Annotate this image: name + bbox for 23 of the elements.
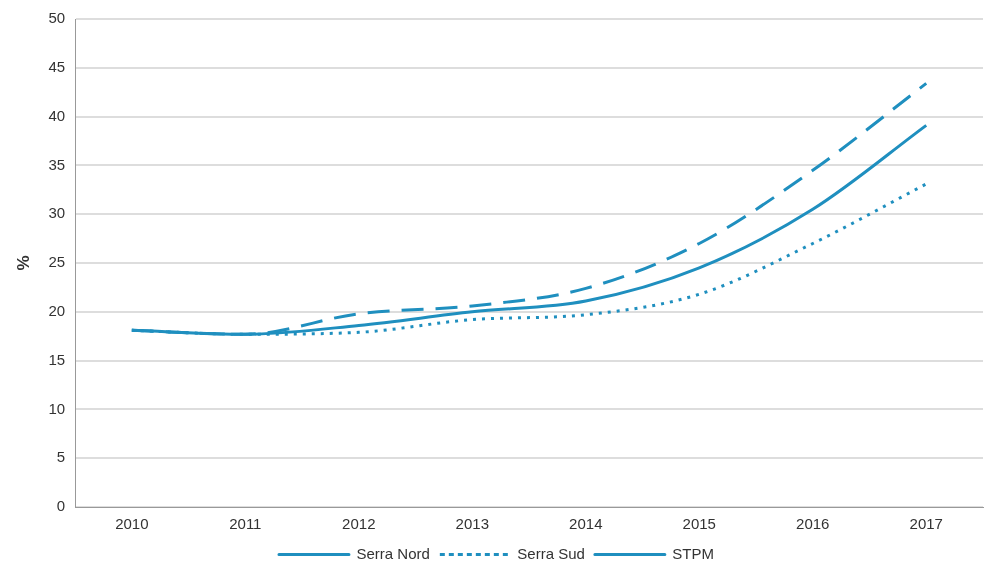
- x-tick-label: 2013: [455, 515, 489, 533]
- x-tick-label: 2010: [115, 515, 149, 533]
- y-tick-label: 30: [48, 204, 66, 222]
- y-tick-label: 35: [48, 155, 66, 173]
- y-tick-label: 25: [48, 253, 66, 271]
- legend-label: STPM: [672, 544, 715, 562]
- x-tick-label: 2011: [229, 515, 262, 533]
- x-tick-label: 2012: [342, 515, 376, 533]
- y-tick-label: 40: [48, 106, 66, 124]
- legend-label: Serra Nord: [356, 544, 430, 562]
- x-tick-label: 2016: [796, 515, 830, 533]
- y-tick-label: 0: [56, 497, 66, 515]
- x-tick-label: 2017: [909, 515, 943, 533]
- y-axis-title: %: [13, 255, 33, 271]
- y-tick-label: 5: [56, 448, 66, 466]
- y-tick-label: 15: [48, 350, 66, 368]
- y-tick-label: 10: [48, 399, 66, 417]
- y-tick-label: 20: [48, 301, 66, 319]
- legend-label: Serra Sud: [517, 544, 585, 562]
- x-tick-label: 2015: [682, 515, 716, 533]
- y-tick-label: 50: [48, 9, 66, 27]
- y-tick-label: 45: [48, 57, 66, 75]
- x-tick-label: 2014: [569, 515, 603, 533]
